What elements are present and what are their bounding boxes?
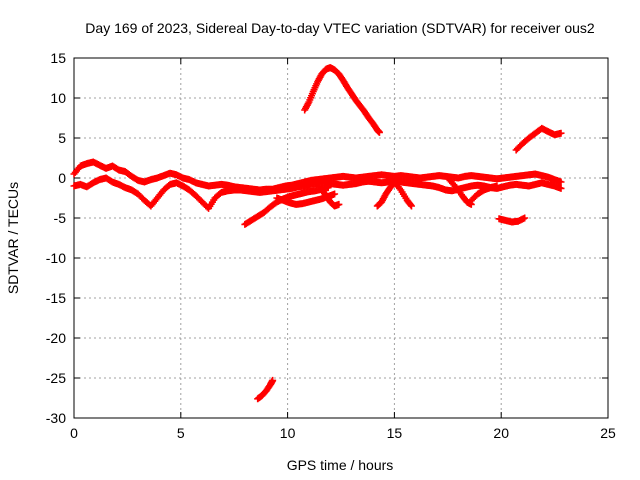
y-tick-label: 10 <box>50 90 66 106</box>
series-neg-20 <box>495 214 529 226</box>
series-high-arc <box>301 64 383 136</box>
data-point <box>331 190 339 198</box>
data-point <box>335 200 343 208</box>
y-tick-label: -25 <box>46 370 66 386</box>
grid-lines <box>74 58 608 418</box>
y-tick-label: -20 <box>46 330 66 346</box>
y-tick-label: 15 <box>50 50 66 66</box>
series-drop-18 <box>446 176 475 208</box>
data-point <box>557 184 565 192</box>
series-arc-21 <box>512 124 565 154</box>
series-dip-arc-1 <box>241 184 332 228</box>
y-tick-label: 0 <box>58 170 66 186</box>
y-tick-label: -15 <box>46 290 66 306</box>
x-tick-label: 20 <box>493 425 509 441</box>
axes: 0 5 10 15 20 25 15 10 5 0 -5 -10 -15 -20 -25 -30 <box>46 50 616 441</box>
x-tick-label: 10 <box>280 425 296 441</box>
series-drop-11 <box>318 186 343 210</box>
series-deep-9 <box>254 376 277 403</box>
data-point <box>557 129 565 137</box>
data-point <box>493 182 501 190</box>
x-axis-label: GPS time / hours <box>287 457 394 473</box>
data-series <box>70 64 565 403</box>
data-point <box>407 202 415 210</box>
data-point <box>557 178 565 186</box>
y-tick-label: 5 <box>58 130 66 146</box>
data-point <box>375 128 383 136</box>
x-tick-label: 15 <box>387 425 403 441</box>
data-point <box>521 214 529 222</box>
data-point <box>324 184 332 192</box>
y-tick-label: -10 <box>46 250 66 266</box>
y-tick-label: -30 <box>46 410 66 426</box>
y-axis-label: SDTVAR / TECUs <box>5 182 21 294</box>
series-main-band-upper <box>70 158 565 194</box>
data-point <box>407 201 415 209</box>
x-tick-label: 5 <box>177 425 185 441</box>
x-tick-label: 25 <box>600 425 616 441</box>
series-drop-15 <box>390 178 415 210</box>
series-drop-19 <box>467 182 501 204</box>
chart-title: Day 169 of 2023, Sidereal Day-to-day VTE… <box>85 20 595 36</box>
series-drop-14 <box>373 179 398 210</box>
data-point <box>269 376 277 384</box>
y-tick-label: -5 <box>54 210 67 226</box>
x-tick-label: 0 <box>70 425 78 441</box>
plot-frame <box>73 57 609 419</box>
